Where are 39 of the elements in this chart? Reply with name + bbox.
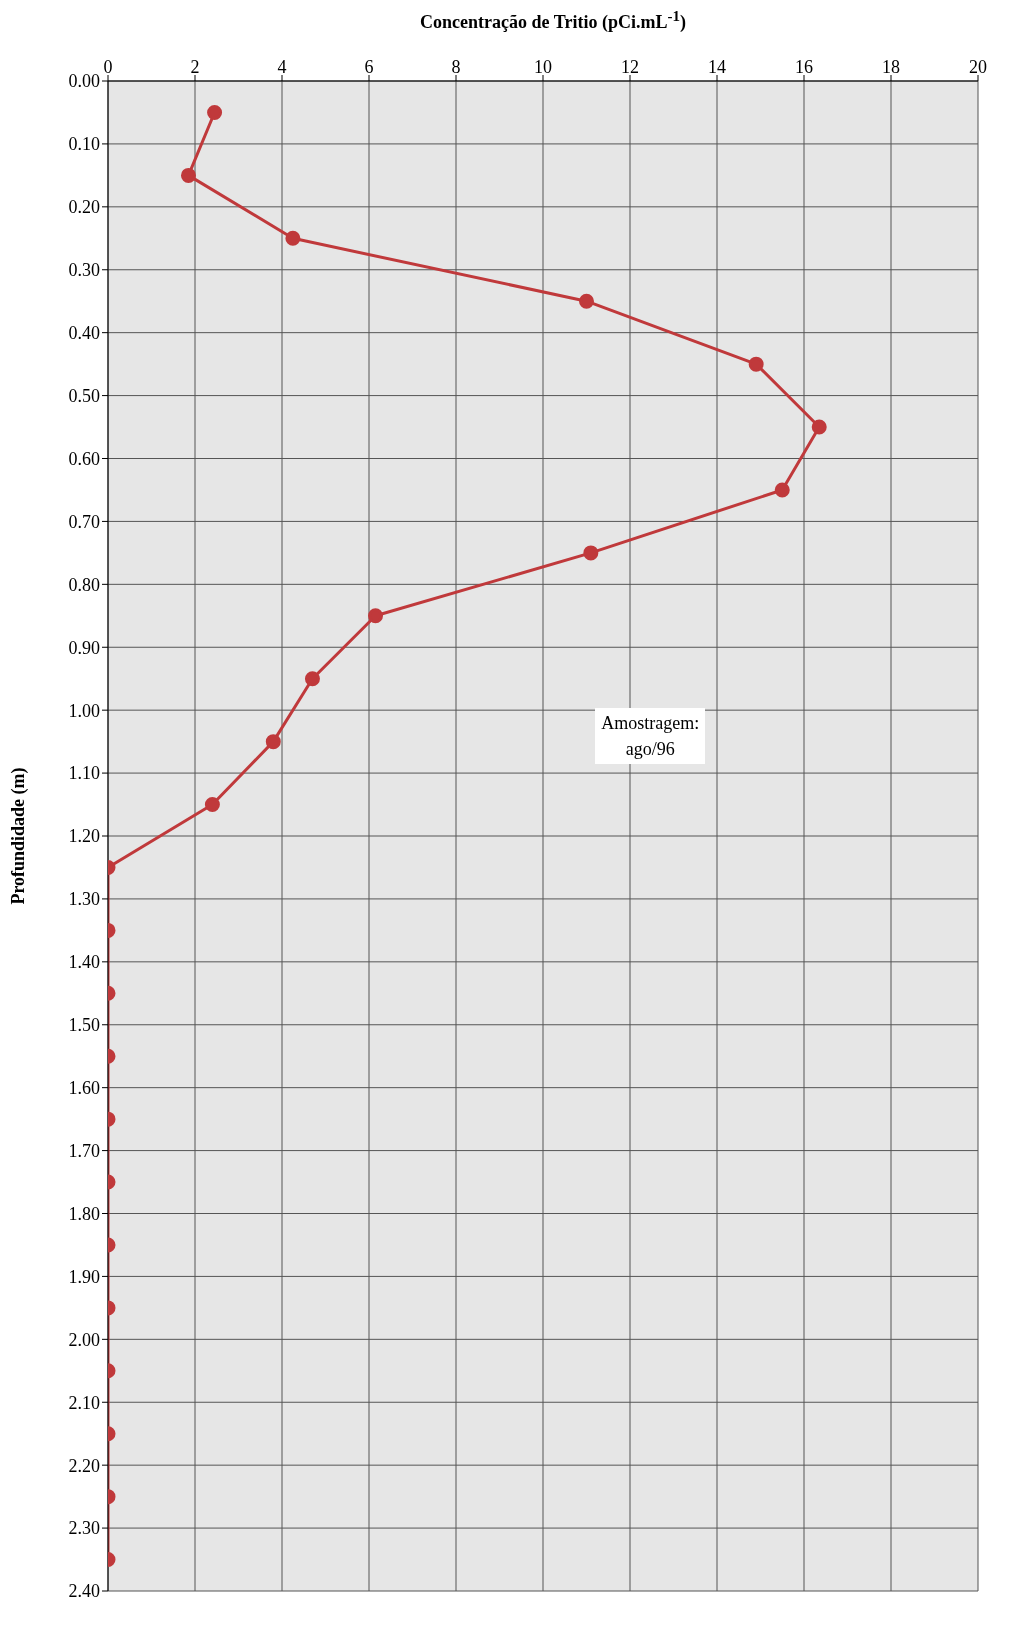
y-tick-label: 0.40 [68,323,100,344]
y-tick-label: 1.70 [68,1140,100,1161]
x-axis-title: Concentração de Tritio (pCi.mL$^{-1}$) [419,8,687,33]
y-tick-label: 0.10 [68,134,100,155]
x-tick-label: 14 [708,57,726,77]
x-tick-label: 20 [969,57,987,77]
y-tick-label: 2.10 [68,1392,100,1413]
x-tick-label: 18 [882,57,900,77]
y-tick-label: 1.90 [68,1266,100,1287]
y-tick-label: 2.20 [68,1455,100,1476]
y-tick-label: 1.30 [68,889,100,910]
y-tick-label: 1.50 [68,1015,100,1036]
y-tick-label: 0.90 [68,637,100,658]
y-tick-label: 0.60 [68,448,100,469]
y-tick-label: 2.40 [68,1581,100,1602]
y-tick-label: 1.20 [68,826,100,847]
x-tick-label: 0 [103,57,113,77]
y-tick-label: 0.70 [68,511,100,532]
x-tick-label: 16 [795,57,813,77]
x-tick-label: 2 [190,57,200,77]
x-tick-label: 10 [534,57,552,77]
y-tick-label: 1.40 [68,952,100,973]
y-tick-label: 0.20 [68,197,100,218]
y-tick-label: 1.10 [68,763,100,784]
y-tick-label: 2.00 [68,1329,100,1350]
x-tick-label: 12 [621,57,639,77]
x-tick-label: 6 [364,57,374,77]
y-tick-label: 0.50 [68,385,100,406]
y-tick-label: 1.60 [68,1078,100,1099]
y-tick-label: 0.80 [68,574,100,595]
y-tick-label: 2.30 [68,1518,100,1539]
y-tick-label: 0.30 [68,260,100,281]
x-tick-label: 8 [451,57,461,77]
y-tick-label: 0.00 [68,71,100,92]
annotation: Amostragem: ago/96 [601,711,700,761]
y-tick-label: 1.80 [68,1203,100,1224]
y-axis-title: Profundidade (m) [8,767,30,905]
y-tick-label: 1.00 [68,700,100,721]
x-tick-label: 4 [277,57,287,77]
